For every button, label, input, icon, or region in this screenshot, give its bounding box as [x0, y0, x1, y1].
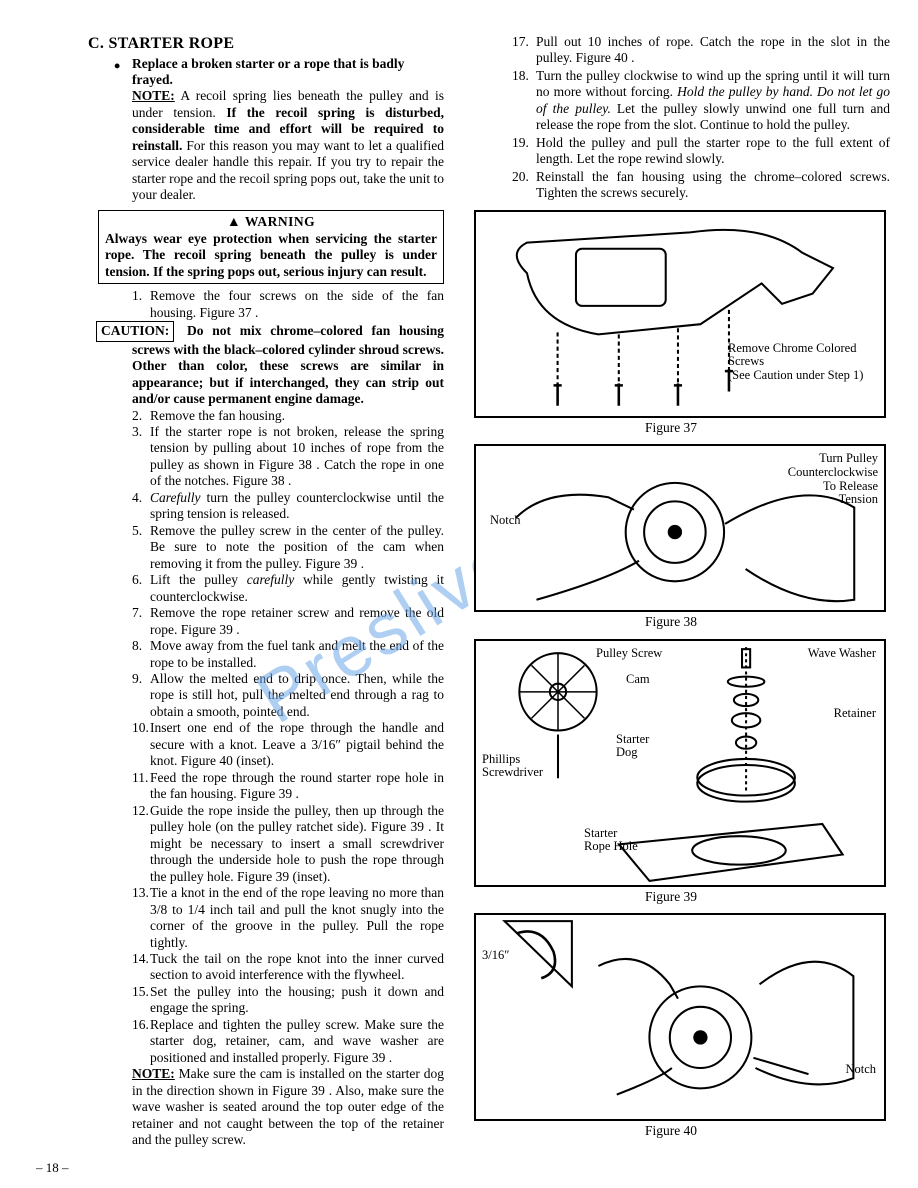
- step-item: Replace and tighten the pulley screw. Ma…: [132, 1017, 444, 1066]
- step-item: Pull out 10 inches of rope. Catch the ro…: [512, 34, 890, 67]
- left-column: C. STARTER ROPE Replace a broken starter…: [28, 34, 444, 1149]
- step-item: Set the pulley into the housing; push it…: [132, 984, 444, 1017]
- step-item: Allow the melted end to drip once. Then,…: [132, 671, 444, 720]
- caution-label: CAUTION:: [96, 321, 174, 341]
- step-item: Turn the pulley clockwise to wind up the…: [512, 68, 890, 134]
- steps-list-right: Pull out 10 inches of rope. Catch the ro…: [512, 34, 890, 202]
- figure-38-box: Notch Turn Pulley Counterclockwise To Re…: [474, 444, 886, 612]
- caution-block: CAUTION: Do not mix chrome–colored fan h…: [132, 321, 444, 407]
- figure-38-l1: Turn Pulley: [788, 452, 878, 466]
- note1-paragraph: NOTE: A recoil spring lies beneath the p…: [132, 88, 444, 203]
- figure-38-notch-label: Notch: [490, 514, 521, 528]
- figure-40-box: 3/16″ Notch: [474, 913, 886, 1121]
- figure-38-caption: Figure 38: [452, 614, 890, 630]
- section-letter: C.: [88, 35, 104, 52]
- note-label-2: NOTE:: [132, 1066, 175, 1081]
- figure-37-caption: Figure 37: [452, 420, 890, 436]
- step-item: Remove the four screws on the side of th…: [132, 288, 444, 321]
- step-item: Remove the fan housing.: [132, 408, 444, 424]
- figure-39-caption: Figure 39: [452, 889, 890, 905]
- figure-37-label2: (See Caution under Step 1): [728, 369, 878, 383]
- step-item: Guide the rope inside the pulley, then u…: [132, 803, 444, 885]
- step-item: Insert one end of the rope through the h…: [132, 720, 444, 769]
- step-item: Carefully turn the pulley counterclockwi…: [132, 490, 444, 523]
- figure-37-label-row: Remove Chrome Colored Screws (See Cautio…: [728, 342, 878, 383]
- warning-body: Always wear eye protection when servicin…: [105, 231, 437, 280]
- page-number: – 18 –: [36, 1160, 69, 1176]
- figure-38-label-stack: Turn Pulley Counterclockwise To Release …: [788, 452, 878, 507]
- warning-title-row: ▲ WARNING: [105, 214, 437, 231]
- figure-40-caption: Figure 40: [452, 1123, 890, 1139]
- figure-38-l2: Counterclockwise: [788, 466, 878, 480]
- figure-39-rope-hole: Starter Rope Hole: [584, 827, 644, 855]
- figure-39-phillips: Phillips Screwdriver: [482, 753, 560, 781]
- figure-39-cam: Cam: [626, 673, 650, 687]
- step-item: Remove the rope retainer screw and remov…: [132, 605, 444, 638]
- step-item: Reinstall the fan housing using the chro…: [512, 169, 890, 202]
- step-item: Remove the pulley screw in the center of…: [132, 523, 444, 572]
- step-item: Hold the pulley and pull the starter rop…: [512, 135, 890, 168]
- figure-40-316: 3/16″: [482, 949, 509, 963]
- warning-title: WARNING: [245, 214, 315, 229]
- figure-37-label1: Remove Chrome Colored Screws: [728, 342, 878, 370]
- figure-40-sketch: [476, 915, 884, 1119]
- two-column-layout: C. STARTER ROPE Replace a broken starter…: [28, 34, 890, 1149]
- figure-39-wave: Wave Washer: [808, 647, 876, 661]
- step-item: Lift the pulley carefully while gently t…: [132, 572, 444, 605]
- section-heading: C. STARTER ROPE: [88, 34, 444, 54]
- bullet-replace-starter: Replace a broken starter or a rope that …: [132, 56, 444, 89]
- right-column: Pull out 10 inches of rope. Catch the ro…: [452, 34, 890, 1149]
- step-item: Move away from the fuel tank and melt th…: [132, 638, 444, 671]
- steps-list-left-b: Remove the fan housing.If the starter ro…: [132, 408, 444, 1067]
- step-item: Feed the rope through the round starter …: [132, 770, 444, 803]
- figure-38-l3: To Release: [788, 480, 878, 494]
- step-item: If the starter rope is not broken, relea…: [132, 424, 444, 490]
- figure-38-l4: Tension: [788, 493, 878, 507]
- figure-39-retainer: Retainer: [834, 707, 876, 721]
- figure-37-box: Remove Chrome Colored Screws (See Cautio…: [474, 210, 886, 418]
- note2-body: Make sure the cam is installed on the st…: [132, 1066, 444, 1147]
- figure-37-sketch: [476, 212, 884, 416]
- note-label: NOTE:: [132, 88, 175, 103]
- figure-39-box: Phillips Screwdriver Starter Rope Hole P…: [474, 639, 886, 887]
- section-title: STARTER ROPE: [108, 35, 234, 52]
- step-item: Tuck the tail on the rope knot into the …: [132, 951, 444, 984]
- figure-40-notch: Notch: [845, 1063, 876, 1077]
- figure-39-starter-dog: Starter Dog: [616, 733, 666, 761]
- note2-paragraph: NOTE: Make sure the cam is installed on …: [132, 1066, 444, 1148]
- bullet-lead-text: Replace a broken starter or a rope that …: [132, 56, 404, 87]
- caution-body: Do not mix chrome–colored fan housing sc…: [132, 323, 444, 406]
- steps-list-left-a: Remove the four screws on the side of th…: [132, 288, 444, 321]
- figure-39-pulley-screw: Pulley Screw: [596, 647, 662, 661]
- warning-box: ▲ WARNING Always wear eye protection whe…: [98, 210, 444, 284]
- step-item: Tie a knot in the end of the rope leavin…: [132, 885, 444, 951]
- warning-icon: ▲: [227, 215, 241, 230]
